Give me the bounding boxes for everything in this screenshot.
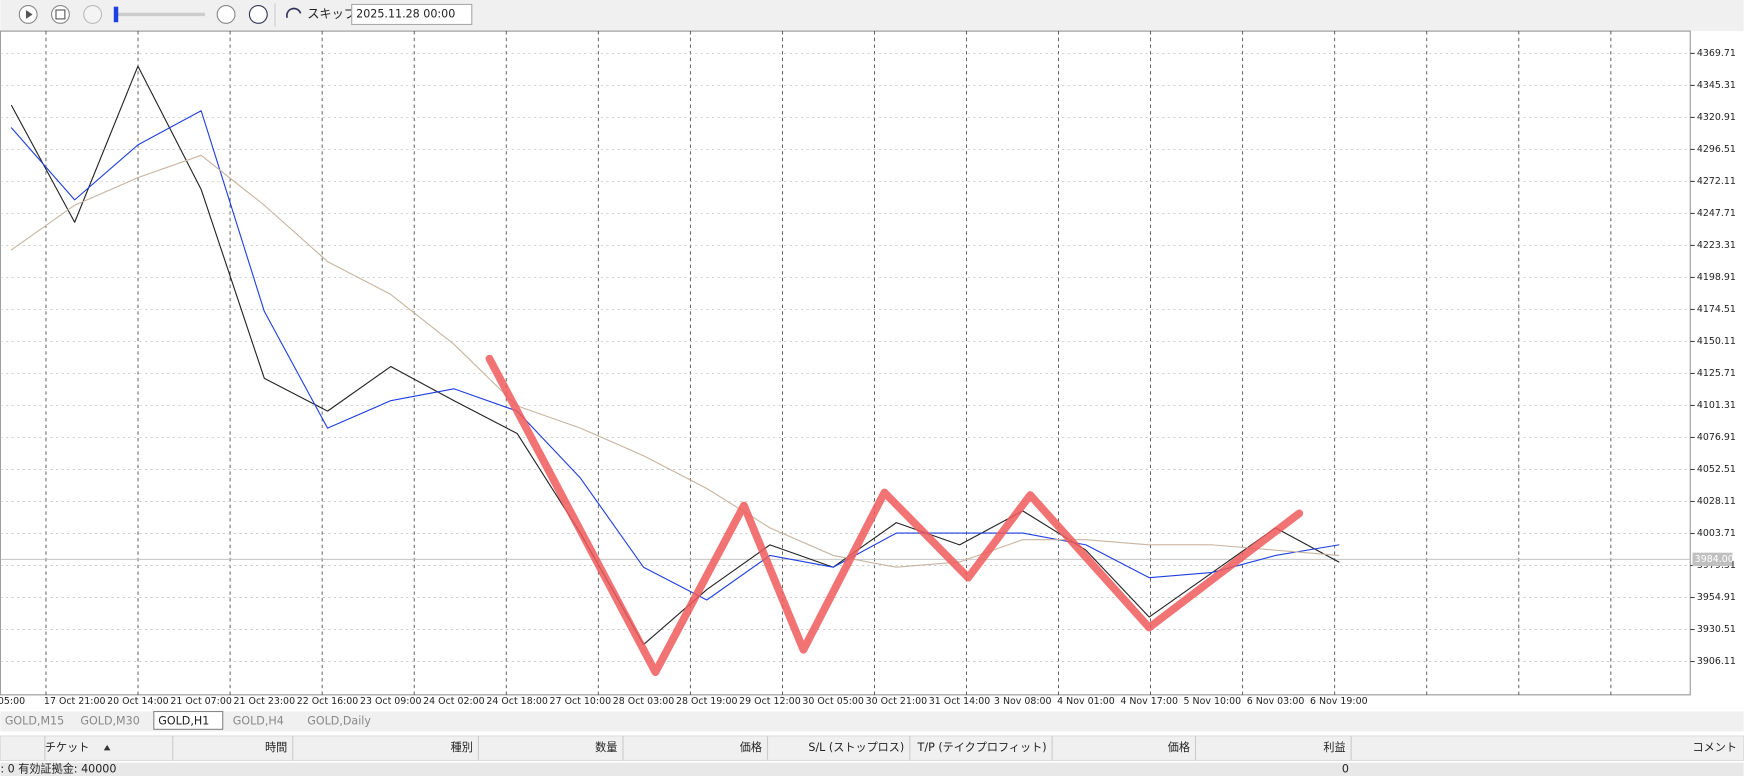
chart-tab[interactable]: GOLD,M30 <box>80 715 139 728</box>
skip-icon <box>286 7 302 19</box>
chart-area <box>0 30 1691 696</box>
x-tick-label: 6 Nov 19:00 <box>1310 696 1368 707</box>
date-text: 2025.11.28 00:00 <box>356 7 455 20</box>
tab-bar <box>0 711 1744 732</box>
series-line <box>10 110 1340 601</box>
x-tick-label: 27 Oct 10:00 <box>550 696 612 707</box>
plot <box>0 53 1691 677</box>
x-tick-label: 24 Oct 02:00 <box>423 696 485 707</box>
x-tick-label: 6 Nov 03:00 <box>1247 696 1305 707</box>
x-tick-label: 4 Nov 17:00 <box>1120 696 1178 707</box>
play-icon <box>25 10 33 19</box>
status-row <box>0 762 1744 776</box>
y-tick-label: 4345.31 <box>1697 80 1736 91</box>
chart-tab[interactable]: GOLD,Daily <box>307 715 371 728</box>
y-tick-label: 4247.71 <box>1697 208 1736 219</box>
forward-button[interactable] <box>248 5 268 24</box>
column-header[interactable]: 価格 <box>1168 740 1190 754</box>
x-tick-label: 30 Oct 05:00 <box>802 696 864 707</box>
step-button[interactable] <box>216 5 236 24</box>
active-tab-bg <box>153 710 224 730</box>
x-tick-label: 28 Oct 19:00 <box>676 696 738 707</box>
y-tick-label: 4003.71 <box>1697 528 1736 539</box>
toolbar <box>0 0 1744 32</box>
column-header[interactable]: 利益 <box>1323 740 1345 754</box>
column-header[interactable]: T/P (テイクプロフィット) <box>917 741 1047 754</box>
x-tick-label: 28 Oct 03:00 <box>613 696 675 707</box>
x-tick-label: 30 Oct 21:00 <box>866 696 928 707</box>
column-header[interactable]: 価格 <box>740 740 762 754</box>
x-tick-label: 4 Nov 01:00 <box>1057 696 1115 707</box>
y-tick-label: 3906.11 <box>1697 656 1736 667</box>
column-header[interactable]: コメント <box>1693 741 1737 754</box>
chart-tab[interactable]: GOLD,M15 <box>5 715 64 728</box>
sort-arrow <box>103 744 111 751</box>
x-tick-label: 22 Oct 16:00 <box>297 696 359 707</box>
chart-tab[interactable]: GOLD,H1 <box>158 715 209 728</box>
column-header[interactable]: 種別 <box>451 740 473 754</box>
x-tick-label: 24 Oct 18:00 <box>486 696 548 707</box>
x-tick-label: 5 Nov 10:00 <box>1184 696 1242 707</box>
stop-icon <box>55 9 66 20</box>
series-line <box>10 154 1340 568</box>
x-tick-label: 29 Oct 12:00 <box>739 696 801 707</box>
y-tick-label: 4272.11 <box>1697 176 1736 187</box>
y-tick-label: 4028.11 <box>1697 496 1736 507</box>
series-line <box>10 65 1340 646</box>
y-tick-label: 4369.71 <box>1697 48 1736 59</box>
profit-total: 0 <box>1342 762 1349 775</box>
column-header[interactable]: チケット <box>45 741 89 754</box>
column-header[interactable]: 時間 <box>265 741 287 754</box>
y-tick-label: 4101.31 <box>1697 400 1736 411</box>
y-tick-label: 4296.51 <box>1697 144 1736 155</box>
y-tick-label: 3954.91 <box>1697 592 1736 603</box>
y-tick-label: 4223.31 <box>1697 240 1736 251</box>
x-tick-label: 31 Oct 14:00 <box>929 696 991 707</box>
rewind-button[interactable] <box>83 5 103 24</box>
zigzag-line <box>485 354 1304 677</box>
x-tick-label: 21 Oct 07:00 <box>170 696 232 707</box>
y-tick-label: 4198.91 <box>1697 272 1736 283</box>
x-tick-label: 05:00 <box>0 696 25 707</box>
current-price-label: 3984.00 <box>1695 554 1734 565</box>
y-tick-label: 3930.51 <box>1697 624 1736 635</box>
y-tick-label: 4174.51 <box>1697 304 1736 315</box>
equity-text: : 0 有効証拠金: 40000 <box>0 761 116 775</box>
x-tick-label: 21 Oct 23:00 <box>234 696 296 707</box>
skip-button[interactable]: スキップ <box>307 7 357 21</box>
x-tick-label: 23 Oct 09:00 <box>360 696 422 707</box>
x-tick-label: 20 Oct 14:00 <box>107 696 169 707</box>
current-price-box <box>1692 552 1733 567</box>
x-tick-label: 3 Nov 08:00 <box>994 696 1052 707</box>
column-header[interactable]: 数量 <box>595 741 617 754</box>
y-tick-label: 4076.91 <box>1697 432 1736 443</box>
y-tick-label: 4052.51 <box>1697 464 1736 475</box>
y-tick-label: 4320.91 <box>1697 112 1736 123</box>
slider-thumb[interactable] <box>113 6 119 23</box>
date-box[interactable] <box>351 3 473 26</box>
x-tick-label: 17 Oct 21:00 <box>44 696 106 707</box>
column-header[interactable]: S/L (ストップロス) <box>808 741 904 754</box>
y-tick-label: 4150.11 <box>1697 336 1736 347</box>
y-tick-label: 4125.71 <box>1697 368 1736 379</box>
stop-button[interactable] <box>50 5 70 24</box>
chart-tab[interactable]: GOLD,H4 <box>233 715 284 728</box>
